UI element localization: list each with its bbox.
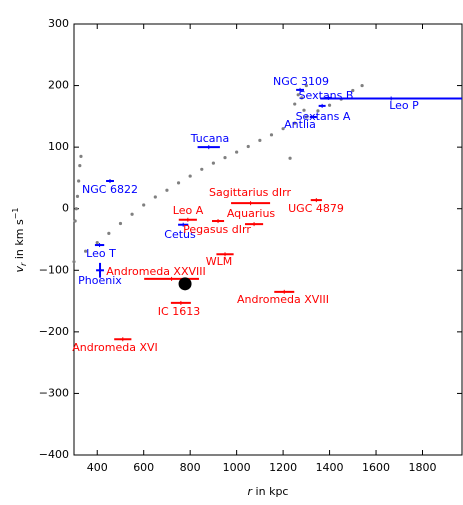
cloud-point [75, 194, 80, 198]
x-axis-label: r in kpc [248, 485, 289, 498]
cloud-point [288, 156, 292, 160]
galaxy-label: Sextans A [296, 110, 351, 123]
highlight-marker [178, 277, 192, 291]
x-tick-label: 1200 [269, 461, 297, 474]
galaxy-label: Cetus [164, 228, 196, 241]
galaxy-label: IC 1613 [158, 305, 200, 318]
y-tick-label: 300 [48, 17, 69, 30]
galaxy-label: Phoenix [78, 274, 122, 287]
cloud-point [72, 260, 76, 264]
cloud-point [360, 83, 364, 88]
cloud-point [351, 88, 355, 93]
x-tick-label: 1800 [409, 461, 437, 474]
galaxy-label: Andromeda XVI [72, 341, 158, 354]
cloud-point [296, 93, 300, 97]
galaxy-label: Leo T [86, 247, 116, 260]
cloud-point [130, 212, 134, 216]
cloud-point [200, 167, 204, 171]
y-tick-label: 100 [48, 140, 69, 153]
cloud-point [142, 203, 146, 207]
cloud-point [118, 221, 123, 226]
cloud-point [188, 174, 192, 178]
x-tick-label: 1000 [223, 461, 251, 474]
galaxy-label: NGC 6822 [82, 183, 138, 196]
plot-frame [73, 23, 463, 456]
cloud-point [165, 188, 169, 192]
y-tick-label: −300 [39, 386, 69, 399]
y-label-subscript: r [19, 262, 28, 266]
cloud-point [78, 164, 82, 168]
cloud-point [304, 83, 308, 88]
galaxy-label: Andromeda XVIII [237, 293, 329, 306]
y-label-symbol: v [13, 265, 26, 272]
cloud-point [258, 138, 262, 142]
galaxy-label: Sextans B [299, 89, 354, 102]
y-tick-label: −100 [39, 263, 69, 276]
x-tick-label: 1400 [316, 461, 344, 474]
cloud-point [316, 109, 320, 113]
y-label-text: in km s [13, 219, 26, 263]
x-tick-label: 400 [87, 461, 108, 474]
y-tick-label: 200 [48, 79, 69, 92]
galaxy-label: Leo P [389, 99, 419, 112]
y-label-superscript: −1 [11, 208, 20, 220]
cloud-point [300, 96, 304, 100]
galaxy-label: WLM [206, 255, 233, 268]
cloud-point [176, 181, 181, 185]
cloud-point [153, 195, 157, 199]
galaxy-label: Antlia [284, 118, 316, 131]
x-label-text: in kpc [252, 485, 288, 498]
y-tick-label: 0 [62, 202, 69, 215]
cloud-point [73, 219, 77, 223]
cloud-point [293, 102, 297, 106]
galaxy-label: Tucana [190, 132, 230, 145]
cloud-point [246, 144, 250, 149]
galaxy-label: Leo A [173, 204, 204, 217]
galaxy-label: Pegasus dIrr [183, 223, 251, 236]
y-axis-label: vr in km s−1 [11, 208, 28, 273]
cloud-point [84, 249, 88, 253]
x-tick-label: 600 [133, 461, 154, 474]
cloud-point [223, 156, 227, 160]
cloud-point [281, 127, 285, 131]
galaxy-label: UGC 4879 [288, 202, 344, 215]
cloud-point [269, 133, 274, 137]
cloud-point [293, 121, 297, 125]
cloud-point [235, 150, 239, 154]
cloud-point [74, 207, 78, 211]
cloud-point [77, 179, 81, 183]
cloud-point [211, 161, 216, 165]
galaxy-label: Aquarius [227, 207, 276, 220]
y-tick-label: −200 [39, 325, 69, 338]
x-tick-label: 800 [180, 461, 201, 474]
x-label-symbol: r [248, 485, 254, 498]
cloud-point [302, 108, 306, 112]
galaxy-label: Andromeda XXVIII [106, 265, 206, 278]
x-tick-label: 1600 [362, 461, 390, 474]
cloud-point [304, 115, 308, 119]
galaxy-label: Sagittarius dIrr [209, 186, 291, 199]
y-tick-label: −400 [39, 448, 69, 461]
cloud-point [107, 231, 111, 235]
cloud-point [95, 240, 99, 245]
galaxy-label: NGC 3109 [273, 75, 329, 88]
cloud-point [327, 103, 332, 107]
cloud-point [79, 154, 83, 158]
